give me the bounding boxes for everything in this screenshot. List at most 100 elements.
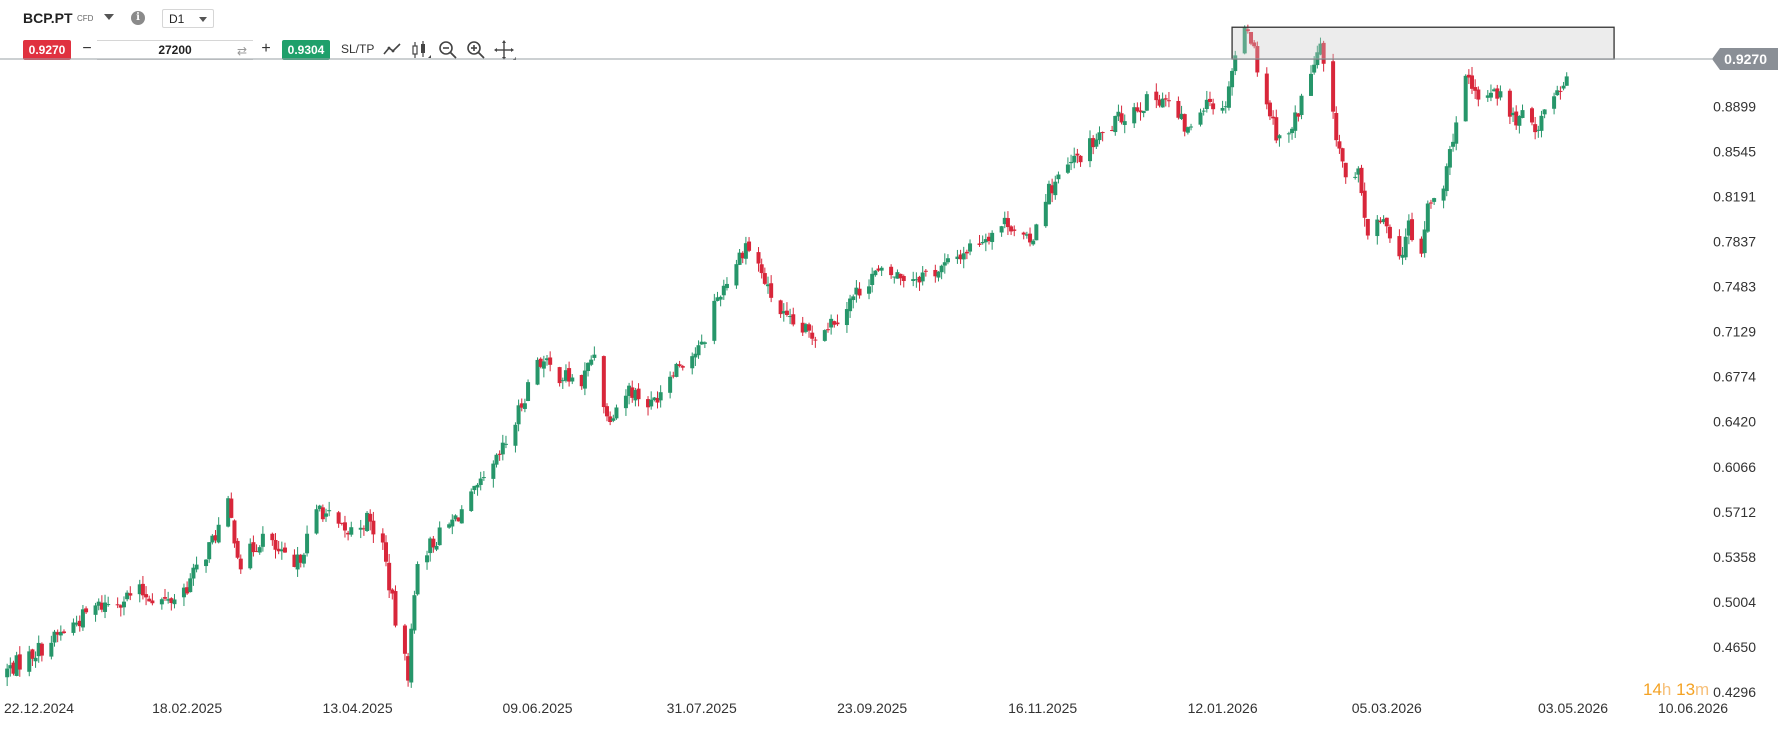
candle-body: [273, 539, 278, 550]
candle-body: [1110, 130, 1115, 132]
candle-body: [699, 341, 704, 345]
candle-body: [889, 266, 894, 276]
x-tick-label: 13.04.2025: [323, 700, 393, 716]
symbol-dropdown-icon[interactable]: [104, 14, 114, 20]
candle: [1094, 133, 1099, 150]
candle-body: [118, 605, 123, 608]
candle: [99, 595, 104, 613]
candle: [923, 269, 928, 277]
candle: [854, 280, 859, 303]
candle: [55, 629, 60, 643]
sell-price-button[interactable]: 0.9270: [23, 40, 71, 60]
candle-body: [52, 631, 57, 643]
candle: [456, 517, 461, 522]
y-tick-label: 0.4296: [1713, 684, 1756, 700]
candle: [627, 382, 632, 405]
candle-body: [1485, 95, 1490, 98]
timeframe-value: D1: [169, 12, 185, 26]
candle: [1331, 53, 1336, 119]
candle: [1463, 74, 1468, 122]
chevron-down-icon: [199, 17, 207, 22]
candle: [279, 541, 284, 560]
candle: [450, 514, 455, 535]
candle: [740, 251, 745, 264]
candle-body: [942, 262, 947, 266]
candle-body: [548, 357, 553, 365]
x-tick-label: 18.02.2025: [152, 700, 222, 716]
candle-body: [851, 296, 856, 301]
candle: [1056, 171, 1061, 184]
candle-body: [1406, 220, 1411, 236]
candle: [901, 274, 906, 288]
buy-price-button[interactable]: 0.9304: [282, 40, 330, 60]
candle: [1451, 133, 1456, 152]
candle: [1198, 108, 1203, 127]
candle: [368, 509, 373, 531]
increase-quantity-button[interactable]: +: [261, 40, 271, 57]
timeframe-select[interactable]: D1: [162, 9, 214, 28]
candle: [1454, 116, 1459, 151]
sltp-button[interactable]: SL/TP: [341, 42, 375, 56]
crosshair-move-icon[interactable]: [492, 38, 516, 62]
candle-body: [365, 512, 370, 532]
candle-body: [1542, 109, 1547, 115]
candle: [1529, 106, 1534, 126]
candle-body: [535, 359, 540, 385]
swap-icon[interactable]: ⇄: [236, 44, 247, 58]
zoom-in-icon[interactable]: [464, 38, 488, 62]
candle: [1359, 164, 1364, 196]
candle-body: [1252, 42, 1257, 47]
candle-body: [1381, 219, 1386, 223]
candle: [1043, 193, 1048, 228]
candlestick-icon[interactable]: [408, 38, 432, 62]
candle-body: [712, 300, 717, 341]
candle: [1211, 98, 1216, 115]
candle: [1400, 246, 1405, 265]
candle-body: [1094, 139, 1099, 147]
candle-body: [968, 243, 973, 252]
candle: [747, 237, 752, 253]
candle-body: [756, 252, 761, 264]
line-chart-icon[interactable]: [380, 38, 404, 62]
candle: [548, 351, 553, 372]
candle-body: [96, 601, 101, 606]
candle-body: [226, 498, 231, 527]
candle: [39, 642, 44, 662]
candle-body: [1400, 254, 1405, 258]
candle: [649, 391, 654, 410]
candle-body: [1185, 127, 1190, 133]
candle: [273, 533, 278, 559]
candle: [832, 320, 837, 328]
candle-body: [71, 622, 76, 633]
candle: [1520, 104, 1525, 119]
candle-body: [270, 533, 275, 541]
candle-body: [494, 454, 499, 465]
candle-body: [159, 599, 164, 605]
symbol-label[interactable]: BCP.PT: [23, 10, 73, 26]
candle-body: [781, 311, 786, 314]
info-icon[interactable]: i: [131, 11, 145, 25]
candle-body: [737, 252, 742, 265]
candle-body: [472, 485, 477, 491]
decrease-quantity-button[interactable]: −: [82, 40, 92, 57]
candle-body: [1466, 74, 1471, 78]
candle-body: [844, 309, 849, 326]
candle: [535, 357, 540, 386]
candle-body: [715, 297, 720, 301]
y-tick-label: 0.4650: [1713, 639, 1756, 655]
zoom-out-icon[interactable]: [436, 38, 460, 62]
candle-body: [402, 625, 407, 654]
candle: [1403, 228, 1408, 261]
candle: [674, 362, 679, 378]
candle-body: [582, 370, 587, 389]
candle: [1495, 84, 1500, 106]
candle: [327, 501, 332, 517]
candle: [983, 233, 988, 252]
candle-body: [961, 253, 966, 260]
candle-body: [14, 655, 19, 676]
candle: [365, 511, 370, 532]
candle: [1387, 224, 1392, 243]
x-tick-label: 12.01.2026: [1188, 700, 1258, 716]
candle-body: [945, 258, 950, 263]
